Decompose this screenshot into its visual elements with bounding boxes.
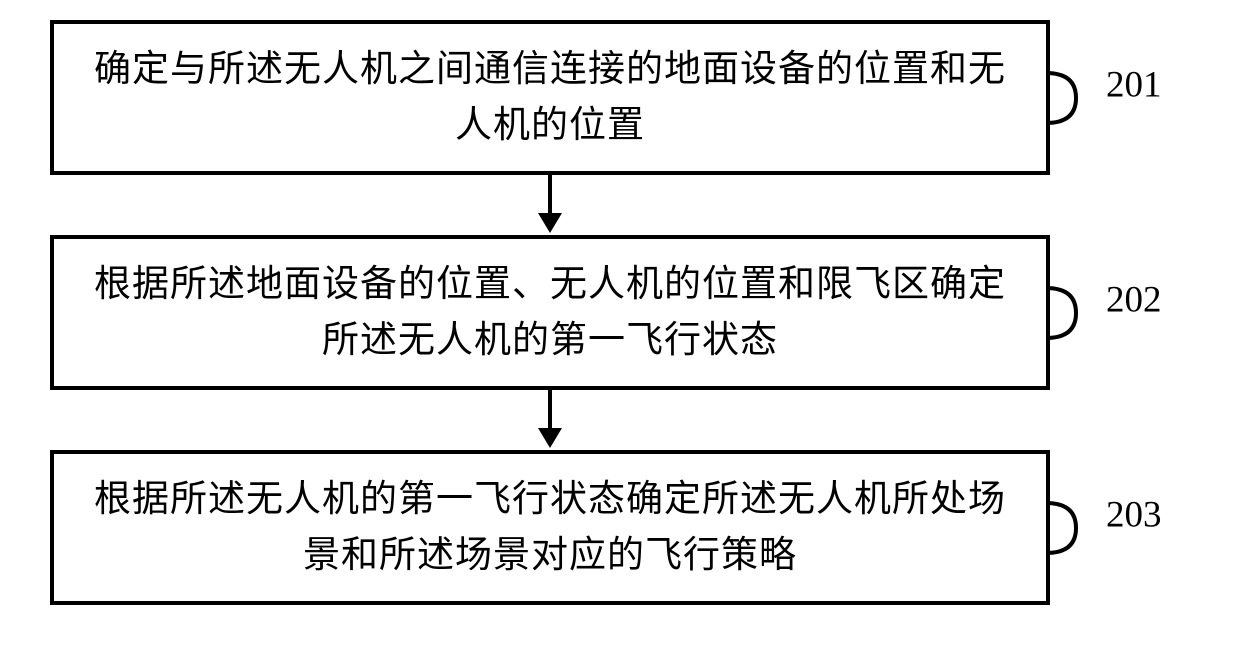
arrow-down-icon: [530, 390, 570, 450]
step-number: 202: [1106, 278, 1162, 321]
step-box-202: 根据所述地面设备的位置、无人机的位置和限飞区确定所述无人机的第一飞行状态: [50, 235, 1050, 390]
step-text: 确定与所述无人机之间通信连接的地面设备的位置和无人机的位置: [78, 42, 1022, 153]
step-text: 根据所述无人机的第一飞行状态确定所述无人机所处场景和所述场景对应的飞行策略: [78, 472, 1022, 583]
connector-curve-icon: [1046, 63, 1106, 133]
flow-arrow: [50, 390, 1050, 450]
step-number: 203: [1106, 493, 1162, 536]
flowchart-container: 确定与所述无人机之间通信连接的地面设备的位置和无人机的位置 201 根据所述地面…: [50, 20, 1190, 605]
step-box-203: 根据所述无人机的第一飞行状态确定所述无人机所处场景和所述场景对应的飞行策略: [50, 450, 1050, 605]
step-box-201: 确定与所述无人机之间通信连接的地面设备的位置和无人机的位置: [50, 20, 1050, 175]
step-number: 201: [1106, 63, 1162, 106]
flow-step: 根据所述地面设备的位置、无人机的位置和限飞区确定所述无人机的第一飞行状态 202: [50, 235, 1190, 390]
connector-curve-icon: [1046, 493, 1106, 563]
flow-arrow: [50, 175, 1050, 235]
arrow-down-icon: [530, 175, 570, 235]
connector-curve-icon: [1046, 278, 1106, 348]
flow-step: 确定与所述无人机之间通信连接的地面设备的位置和无人机的位置 201: [50, 20, 1190, 175]
step-text: 根据所述地面设备的位置、无人机的位置和限飞区确定所述无人机的第一飞行状态: [78, 257, 1022, 368]
flow-step: 根据所述无人机的第一飞行状态确定所述无人机所处场景和所述场景对应的飞行策略 20…: [50, 450, 1190, 605]
